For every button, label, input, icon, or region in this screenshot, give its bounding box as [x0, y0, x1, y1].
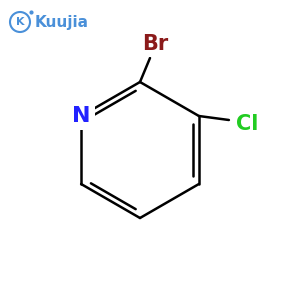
- Text: Br: Br: [142, 34, 168, 54]
- Text: Cl: Cl: [236, 114, 258, 134]
- Text: N: N: [72, 106, 90, 126]
- Text: Kuujia: Kuujia: [35, 14, 89, 29]
- Text: K: K: [16, 17, 24, 27]
